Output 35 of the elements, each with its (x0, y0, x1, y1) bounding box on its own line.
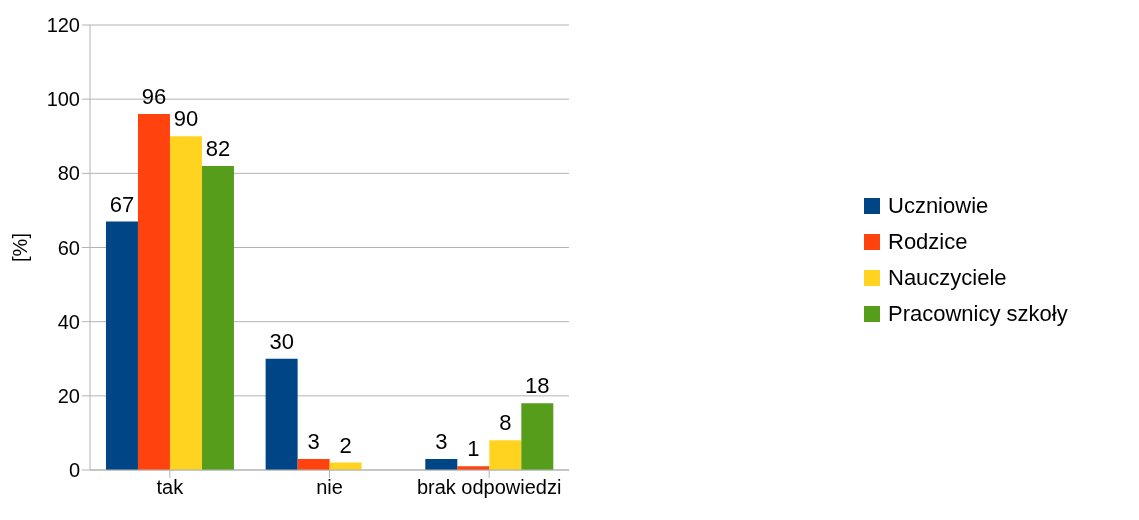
y-tick-label: 80 (57, 162, 80, 185)
y-tick-label: 60 (57, 236, 80, 259)
bar (521, 403, 554, 470)
legend-label: Rodzice (888, 229, 968, 255)
data-label: 3 (435, 428, 448, 454)
legend-label: Pracownicy szkoły (888, 301, 1068, 327)
data-label: 67 (109, 191, 135, 217)
bar (105, 221, 138, 470)
y-tick-label: 100 (46, 88, 80, 111)
y-axis-title: [%] (9, 233, 32, 262)
bar (265, 358, 298, 470)
y-tick-label: 0 (68, 459, 80, 482)
bar (489, 440, 522, 470)
data-label: 82 (205, 135, 231, 161)
data-label: 1 (467, 436, 480, 462)
x-tick-label: brak odpowiedzi (416, 476, 562, 499)
data-label: 96 (141, 84, 167, 109)
x-tick-label: tak (156, 476, 185, 499)
y-tick-label: 40 (57, 310, 80, 333)
bar (137, 114, 170, 470)
bar (201, 165, 234, 470)
bar (169, 136, 202, 470)
data-label: 3 (307, 428, 320, 454)
data-label: 18 (525, 373, 550, 399)
data-label: 30 (269, 328, 294, 354)
data-label: 90 (173, 106, 199, 132)
data-label: 8 (499, 410, 512, 436)
y-tick-label: 120 (46, 14, 80, 37)
legend-label: Uczniowie (888, 193, 989, 219)
bar (297, 458, 330, 470)
x-tick-label: nie (316, 476, 343, 499)
y-tick-label: 20 (57, 384, 80, 407)
data-label: 2 (339, 432, 352, 458)
bar (425, 458, 458, 470)
legend-label: Nauczyciele (888, 265, 1007, 291)
